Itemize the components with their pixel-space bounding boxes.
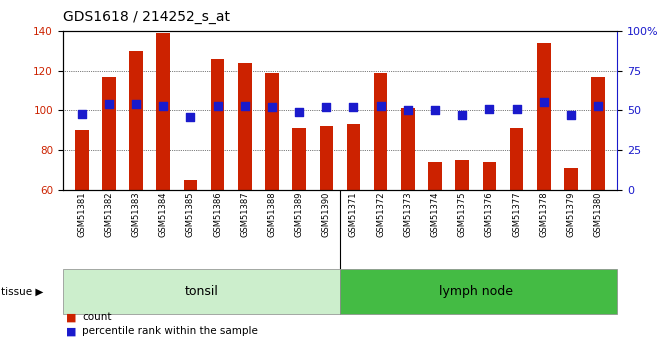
Bar — [455, 160, 469, 190]
Bar — [564, 168, 578, 190]
Text: GSM51383: GSM51383 — [131, 191, 141, 237]
Point — [267, 105, 277, 110]
Point — [430, 108, 440, 113]
Point — [376, 103, 386, 108]
Point — [512, 106, 522, 111]
Text: GSM51390: GSM51390 — [322, 191, 331, 237]
Bar — [319, 126, 333, 190]
Bar — [428, 162, 442, 190]
Text: GDS1618 / 214252_s_at: GDS1618 / 214252_s_at — [63, 10, 230, 24]
Text: GSM51388: GSM51388 — [267, 191, 277, 237]
Text: GSM51386: GSM51386 — [213, 191, 222, 237]
Point — [321, 105, 331, 110]
Bar — [129, 51, 143, 190]
Text: GSM51377: GSM51377 — [512, 191, 521, 237]
Bar — [401, 108, 414, 190]
Point — [240, 103, 250, 108]
Text: GSM51371: GSM51371 — [349, 191, 358, 237]
Point — [348, 105, 359, 110]
Text: ■: ■ — [66, 326, 77, 336]
Text: GSM51378: GSM51378 — [539, 191, 548, 237]
Point — [104, 101, 114, 107]
Point — [131, 101, 141, 107]
Bar — [510, 128, 523, 190]
Text: GSM51379: GSM51379 — [566, 191, 576, 237]
Text: GSM51381: GSM51381 — [77, 191, 86, 237]
Point — [566, 112, 576, 118]
Bar — [374, 73, 387, 190]
Point — [403, 108, 413, 113]
Bar — [591, 77, 605, 190]
Point — [593, 103, 603, 108]
Text: GSM51374: GSM51374 — [430, 191, 440, 237]
FancyBboxPatch shape — [63, 269, 340, 314]
Text: GSM51372: GSM51372 — [376, 191, 385, 237]
Text: tonsil: tonsil — [184, 285, 218, 298]
Text: GSM51380: GSM51380 — [593, 191, 603, 237]
Text: GSM51375: GSM51375 — [457, 191, 467, 237]
Bar — [183, 180, 197, 190]
Text: lymph node: lymph node — [439, 285, 513, 298]
Point — [185, 114, 196, 119]
Bar — [482, 162, 496, 190]
Bar — [211, 59, 224, 190]
Text: GSM51385: GSM51385 — [186, 191, 195, 237]
Bar — [156, 33, 170, 190]
Text: GSM51376: GSM51376 — [485, 191, 494, 237]
Text: GSM51373: GSM51373 — [403, 191, 412, 237]
Text: count: count — [82, 313, 112, 322]
Text: GSM51389: GSM51389 — [294, 191, 304, 237]
Text: GSM51384: GSM51384 — [159, 191, 168, 237]
Text: tissue ▶: tissue ▶ — [1, 287, 44, 296]
Point — [484, 106, 494, 111]
Text: GSM51387: GSM51387 — [240, 191, 249, 237]
Bar — [346, 124, 360, 190]
Text: ■: ■ — [66, 313, 77, 322]
Text: percentile rank within the sample: percentile rank within the sample — [82, 326, 258, 336]
Bar — [292, 128, 306, 190]
Point — [213, 103, 223, 108]
Bar — [102, 77, 115, 190]
Point — [158, 103, 168, 108]
FancyBboxPatch shape — [340, 269, 617, 314]
Bar — [265, 73, 279, 190]
Point — [539, 100, 549, 105]
Bar — [75, 130, 88, 190]
Point — [294, 109, 304, 115]
Text: GSM51382: GSM51382 — [104, 191, 114, 237]
Bar — [238, 63, 251, 190]
Point — [77, 111, 87, 116]
Bar — [537, 43, 550, 190]
Point — [457, 112, 467, 118]
